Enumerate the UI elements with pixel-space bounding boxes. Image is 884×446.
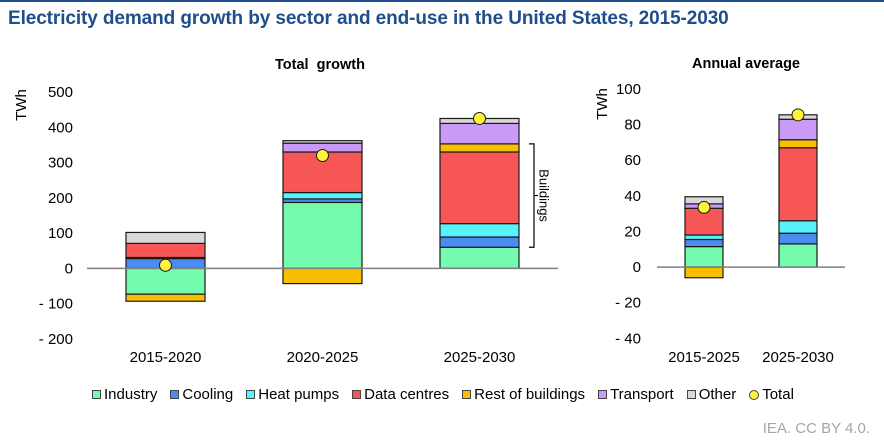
legend-circle-marker: [749, 389, 760, 400]
bar-segment-other: [282, 140, 363, 144]
legend-label: Heat pumps: [258, 386, 340, 403]
x-tick-label: 2015-2025: [668, 349, 740, 366]
y-tick-label: 0: [633, 259, 641, 276]
x-tick-label: 2015-2020: [130, 349, 202, 366]
y-tick-label: 200: [48, 190, 73, 207]
total-marker: [791, 108, 805, 122]
y-tick-label: 0: [65, 260, 73, 277]
panel-title: Total growth: [275, 57, 365, 73]
total-marker: [159, 258, 172, 272]
legend-square-marker: [170, 390, 180, 399]
y-tick-label: 100: [616, 81, 641, 98]
bar-segment-rest-of-buildings: [778, 139, 818, 149]
bar-segment-industry: [439, 246, 520, 270]
legend-item-cooling: Cooling: [170, 386, 233, 403]
bar-segment-other: [125, 231, 206, 244]
legend-square-marker: [352, 390, 362, 399]
bar-segment-data-centres: [778, 147, 818, 222]
bar-segment-rest-of-buildings: [684, 266, 724, 279]
bar-segment-rest-of-buildings: [125, 293, 206, 302]
y-tick-label: - 20: [615, 295, 641, 312]
y-tick-label: - 100: [39, 296, 73, 313]
y-tick-label: 40: [624, 188, 641, 205]
bar-segment-transport: [439, 122, 520, 145]
bar-segment-cooling: [684, 238, 724, 248]
total-marker: [316, 149, 329, 163]
legend-label: Rest of buildings: [474, 386, 586, 403]
legend-square-marker: [462, 390, 472, 399]
legend-square-marker: [92, 390, 101, 399]
bar-segment-industry: [778, 243, 818, 268]
y-tick-label: - 200: [39, 331, 73, 348]
buildings-annotation: Buildings: [537, 169, 552, 222]
chart-title: Electricity demand growth by sector and …: [8, 8, 729, 29]
legend-square-marker: [686, 390, 696, 399]
legend-label: Transport: [610, 386, 674, 403]
total-marker: [697, 200, 711, 214]
x-tick-label: 2025-2030: [444, 349, 516, 366]
bar-segment-heat-pumps: [778, 220, 818, 234]
legend-item-heat-pumps: Heat pumps: [246, 386, 339, 403]
buildings-bracket: [529, 143, 538, 248]
bar-segment-industry: [282, 201, 363, 270]
bar-segment-cooling: [778, 232, 818, 245]
bar-segment-heat-pumps: [684, 234, 724, 241]
bar-segment-data-centres: [439, 151, 520, 225]
bar-segment-transport: [778, 118, 818, 141]
bar-segment-cooling: [439, 236, 520, 248]
y-tick-label: - 40: [615, 330, 641, 347]
panel-title: Annual average: [692, 56, 800, 72]
legend: Industry Cooling Heat pumps Data centres Res…: [92, 386, 807, 403]
bar-segment-industry: [125, 267, 206, 295]
x-tick-label: 2020-2025: [287, 349, 359, 366]
legend-item-transport: Transport: [598, 386, 674, 403]
legend-label: Cooling: [182, 386, 234, 403]
y-tick-label: 100: [48, 225, 73, 242]
legend-label: Data centres: [364, 386, 450, 403]
legend-label: Industry: [104, 386, 158, 403]
y-tick-label: 500: [48, 84, 73, 101]
y-tick-label: 80: [624, 117, 641, 134]
y-tick-label: 60: [624, 152, 641, 169]
bar-segment-industry: [684, 245, 724, 268]
x-tick-label: 2025-2030: [762, 349, 834, 366]
legend-label: Other: [698, 386, 737, 403]
bar-segment-heat-pumps: [439, 223, 520, 238]
legend-label: Total: [762, 386, 794, 403]
credit-text: IEA. CC BY 4.0.: [762, 420, 870, 437]
bar-segment-rest-of-buildings: [439, 143, 520, 153]
total-marker: [473, 111, 486, 125]
bar-segment-rest-of-buildings: [282, 267, 363, 285]
legend-item-data-centres: Data centres: [352, 386, 449, 403]
y-tick-label: 300: [48, 155, 73, 172]
bar-segment-data-centres: [125, 242, 206, 259]
legend-square-marker: [246, 390, 256, 399]
y-axis-label: TWh: [13, 89, 30, 121]
bar-segment-heat-pumps: [282, 191, 363, 200]
legend-item-industry: Industry: [92, 386, 157, 403]
legend-item-total: Total: [749, 386, 794, 403]
legend-item-other: Other: [686, 386, 737, 403]
y-tick-label: 400: [48, 119, 73, 136]
legend-square-marker: [598, 390, 608, 399]
y-tick-label: 20: [624, 223, 641, 240]
top-rule: [0, 0, 884, 2]
y-axis-label: TWh: [594, 88, 611, 120]
legend-item-rest-of-buildings: Rest of buildings: [462, 386, 585, 403]
